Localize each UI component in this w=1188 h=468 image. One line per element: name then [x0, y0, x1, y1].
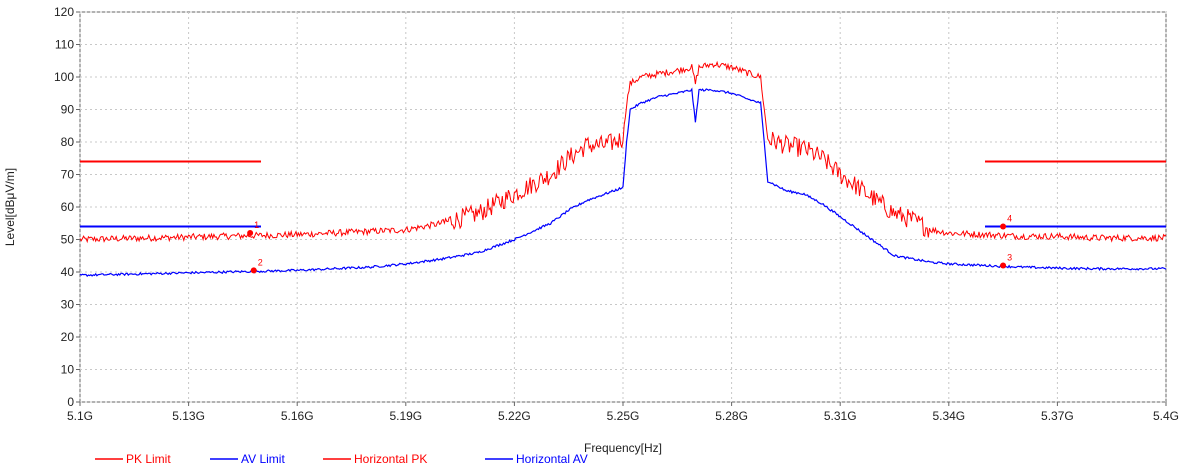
y-tick-label: 60: [61, 200, 75, 214]
marker-2: [250, 267, 257, 274]
y-tick-label: 100: [54, 70, 74, 84]
x-tick-label: 5.22G: [498, 409, 531, 423]
y-tick-label: 80: [61, 135, 75, 149]
x-tick-label: 5.13G: [172, 409, 205, 423]
series-horizontal-av: [79, 87, 1167, 277]
marker-label: 4: [1007, 214, 1012, 224]
y-tick-label: 110: [55, 38, 74, 52]
y-tick-label: 0: [67, 395, 74, 409]
x-tick-label: 5.4G: [1153, 409, 1179, 423]
y-axis-label: Level[dBμV/m]: [3, 168, 17, 246]
y-tick-label: 50: [61, 233, 75, 247]
series-layer: [79, 60, 1167, 277]
marker-layer: 1 2 3 4: [247, 214, 1012, 274]
marker-label: 1: [254, 220, 259, 230]
y-axis-ticks: 0 10 20 30 40 50 60 70 80 90 100 110 120: [54, 5, 80, 409]
x-axis-label: Frequency[Hz]: [584, 441, 662, 455]
marker-label: 2: [258, 257, 263, 267]
marker-4: [1000, 223, 1007, 230]
x-tick-label: 5.25G: [607, 409, 640, 423]
y-tick-label: 90: [61, 103, 75, 117]
x-tick-label: 5.37G: [1041, 409, 1074, 423]
series-horizontal-pk: [79, 60, 1167, 244]
x-tick-label: 5.31G: [824, 409, 857, 423]
y-tick-label: 10: [61, 363, 75, 377]
x-tick-label: 5.28G: [715, 409, 748, 423]
y-tick-label: 120: [54, 5, 74, 19]
y-tick-label: 20: [61, 330, 75, 344]
marker-3: [1000, 262, 1007, 269]
marker-1: [247, 230, 254, 236]
x-tick-label: 5.16G: [281, 409, 314, 423]
y-tick-label: 70: [61, 168, 75, 182]
x-axis-ticks: 5.1G 5.13G 5.16G 5.19G 5.22G 5.25G 5.28G 5.31G 5…: [67, 402, 1179, 423]
x-tick-label: 5.34G: [932, 409, 965, 423]
legend-label: Horizontal AV: [516, 452, 588, 466]
x-tick-label: 5.1G: [67, 409, 93, 423]
x-tick-label: 5.19G: [389, 409, 422, 423]
y-tick-label: 30: [61, 298, 75, 312]
legend: PK Limit AV Limit Horizontal PK Horizontal …: [95, 452, 588, 466]
marker-label: 3: [1007, 253, 1012, 263]
legend-label: PK Limit: [126, 452, 171, 466]
y-tick-label: 40: [61, 265, 75, 279]
legend-label: AV Limit: [241, 452, 285, 466]
legend-label: Horizontal PK: [354, 452, 427, 466]
